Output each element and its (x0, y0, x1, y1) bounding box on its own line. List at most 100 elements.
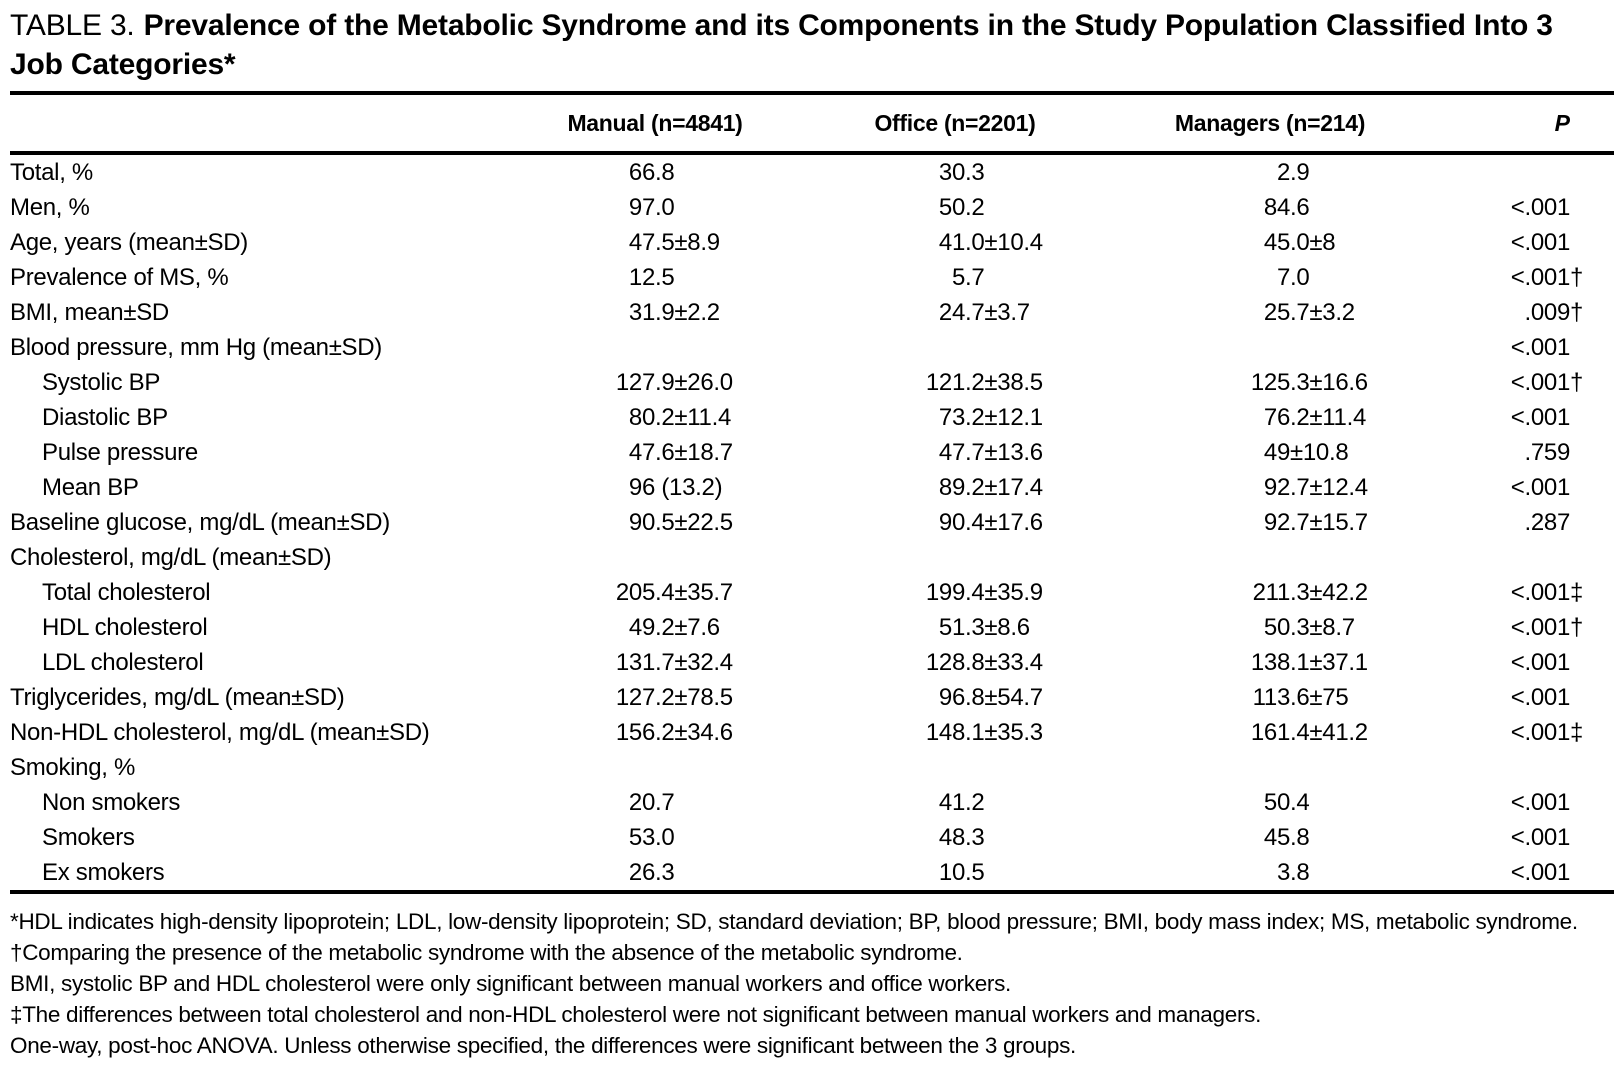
cell-manual: 80.2±11.4 (510, 404, 800, 432)
cell-office: 73.2±12.1 (800, 404, 1110, 432)
cell-p-value: .287 (1430, 509, 1600, 537)
cell-value-int: 161 (1250, 718, 1290, 746)
table-title-line2: Job Categories* (10, 48, 236, 81)
cell-value-rest: .2±11.4 (1290, 403, 1367, 431)
cell-office: 51.3±8.6 (800, 614, 1110, 642)
cell-office: 50.2 (800, 194, 1110, 222)
cell-managers: 49 ±10.8 (1110, 439, 1430, 467)
table-row: Ex smokers 26.3 10.5 3.8 <.001 (10, 855, 1614, 890)
p-value: <.001 (1510, 858, 1571, 886)
p-value: <.001 (1510, 333, 1571, 361)
cell-p-value: <.001 † (1510, 368, 1584, 396)
cell-office: 24.7±3.7 (800, 299, 1110, 327)
cell-manual: 66.8 (510, 159, 800, 187)
cell-office: 121.2±38.5 (800, 369, 1110, 397)
cell-value-rest: .8±33.4 (965, 648, 1043, 676)
cell-value-int: 31 (628, 298, 655, 326)
table-row: Non-HDL cholesterol, mg/dL (mean±SD) 156… (10, 715, 1614, 750)
cell-value-rest: .3 (655, 858, 675, 886)
cell-value-int: 121 (925, 368, 965, 396)
cell-manual: 97.0 (510, 194, 800, 222)
cell-value-rest: .4±17.6 (965, 508, 1043, 536)
table-row: HDL cholesterol 49.2±7.6 51.3±8.6 50.3±8… (10, 610, 1614, 645)
row-label: Pulse pressure (42, 438, 198, 466)
cell-value-int: 50 (1263, 613, 1290, 641)
cell-manual: 156.2±34.6 (510, 719, 800, 747)
cell-p-value: <.001 (1430, 859, 1600, 887)
cell-value-int: 127 (615, 368, 655, 396)
cell-value-int: 138 (1250, 648, 1290, 676)
cell-manual: 12.5 (510, 264, 800, 292)
table-row: Smokers 53.0 48.3 45.8 <.001 (10, 820, 1614, 855)
cell-value-rest: .2 (965, 788, 985, 816)
cell-value-rest: .0 (1290, 263, 1310, 291)
cell-value-int: 92 (1263, 473, 1290, 501)
row-label: Total cholesterol (42, 578, 211, 606)
cell-value-int: 51 (938, 613, 965, 641)
cell-managers: 76.2±11.4 (1110, 404, 1430, 432)
cell-manual: 127.9±26.0 (510, 369, 800, 397)
table-row: Cholesterol, mg/dL (mean±SD) (10, 540, 1614, 575)
cell-value-rest: .3±42.2 (1290, 578, 1368, 606)
cell-value-int: 49 (1263, 438, 1290, 466)
cell-value-rest: .1±35.3 (965, 718, 1043, 746)
cell-value-int: 53 (628, 823, 655, 851)
cell-office: 89.2±17.4 (800, 474, 1110, 502)
cell-value-int: 10 (938, 858, 965, 886)
cell-value-int: 148 (925, 718, 965, 746)
cell-value-int: 125 (1250, 368, 1290, 396)
row-label: Non smokers (42, 788, 181, 816)
p-value: <.001 (1510, 403, 1571, 431)
cell-value-rest: .2±11.4 (655, 403, 732, 431)
table-row: Baseline glucose, mg/dL (mean±SD) 90.5±2… (10, 505, 1614, 540)
cell-value-rest: .4±35.9 (965, 578, 1043, 606)
table-header-row: Manual (n=4841) Office (n=2201) Managers… (10, 95, 1614, 151)
cell-value-rest: .0 (655, 823, 675, 851)
table-row: Systolic BP 127.9±26.0 121.2±38.5 125.3±… (10, 365, 1614, 400)
footnote-line: ‡The differences between total cholester… (10, 1002, 1262, 1027)
cell-managers: 92.7±15.7 (1110, 509, 1430, 537)
cell-office: 10.5 (800, 859, 1110, 887)
cell-managers: 25.7±3.2 (1110, 299, 1430, 327)
cell-office: 128.8±33.4 (800, 649, 1110, 677)
cell-value-rest: .3±8.7 (1290, 613, 1355, 641)
cell-value-int: 41 (938, 788, 965, 816)
cell-value-rest: .3±8.6 (965, 613, 1030, 641)
table-row: Pulse pressure 47.6±18.7 47.7±13.6 49 ±10… (10, 435, 1614, 470)
row-label: Diastolic BP (42, 403, 168, 431)
cell-value-int: 26 (628, 858, 655, 886)
cell-value-rest: .7±13.6 (965, 438, 1043, 466)
cell-value-rest: .7 (965, 263, 985, 291)
column-header-office: Office (n=2201) (874, 109, 1036, 136)
cell-value-int: 199 (925, 578, 965, 606)
cell-office: 148.1±35.3 (800, 719, 1110, 747)
cell-managers: 113.6±75 (1110, 684, 1430, 712)
table-row: Non smokers 20.7 41.2 50.4 <.001 (10, 785, 1614, 820)
cell-value-int: 156 (615, 718, 655, 746)
cell-value-rest: .2±34.6 (655, 718, 733, 746)
cell-value-rest: .3±16.6 (1290, 368, 1368, 396)
row-label: Age, years (mean±SD) (10, 228, 248, 256)
cell-value-int: 89 (938, 473, 965, 501)
cell-value-int: 92 (1263, 508, 1290, 536)
row-label: Baseline glucose, mg/dL (mean±SD) (10, 508, 390, 536)
table-row: Mean BP 96 (13.2) 89.2±17.4 92.7±12.4 <.… (10, 470, 1614, 505)
column-header-managers: Managers (n=214) (1174, 109, 1366, 136)
row-label: HDL cholesterol (42, 613, 208, 641)
cell-manual: 20.7 (510, 789, 800, 817)
cell-value-rest: .2±7.6 (655, 613, 720, 641)
cell-managers: 211.3±42.2 (1110, 579, 1430, 607)
p-value: .287 (1524, 508, 1570, 536)
cell-value-rest: ±10.8 (1290, 438, 1349, 466)
cell-p-value: .009 † (1524, 298, 1584, 326)
column-header-p: P (1430, 110, 1600, 137)
cell-managers: 92.7±12.4 (1110, 474, 1430, 502)
cell-value-int: 127 (615, 683, 655, 711)
table-row: Smoking, % (10, 750, 1614, 785)
p-value: <.001 (1510, 788, 1571, 816)
cell-value-int: 25 (1263, 298, 1290, 326)
row-label: Mean BP (42, 473, 139, 501)
row-label: Men, % (10, 193, 90, 221)
p-value: <.001 (1510, 613, 1571, 641)
